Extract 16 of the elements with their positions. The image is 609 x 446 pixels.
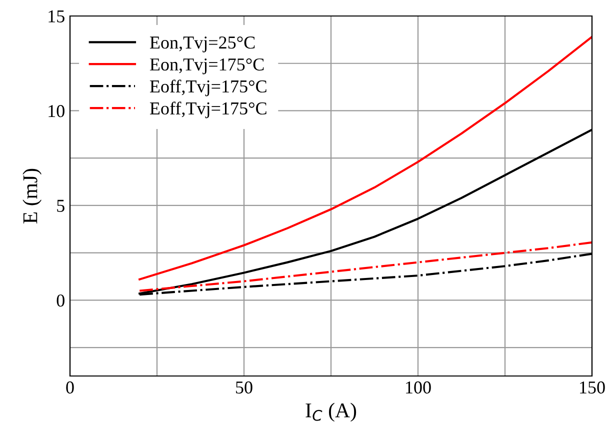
y-tick-label: 5 bbox=[57, 200, 64, 212]
x-tick-label: 50 bbox=[236, 381, 252, 394]
x-tick-label: 150 bbox=[580, 381, 605, 394]
y-axis-title: E (mJ) bbox=[22, 168, 42, 224]
y-tick-label: 10 bbox=[48, 104, 64, 118]
y-tick-label: 15 bbox=[48, 10, 64, 22]
legend-label: Eoff,Tvj=175°C bbox=[150, 80, 266, 96]
line-series bbox=[138, 241, 592, 292]
legend-label: Eoff,Tvj=175°C bbox=[150, 102, 266, 118]
legend-label: Eon,Tvj=25°C bbox=[150, 36, 255, 52]
y-tick-label: 0 bbox=[56, 294, 64, 307]
x-tick-label: 100 bbox=[406, 381, 431, 394]
line-series bbox=[138, 36, 592, 280]
x-axis-title: I$_{C}$ (A) bbox=[306, 402, 356, 422]
x-tick-label: 0 bbox=[66, 381, 74, 394]
legend-label: Eon,Tvj=175°C bbox=[150, 58, 264, 74]
